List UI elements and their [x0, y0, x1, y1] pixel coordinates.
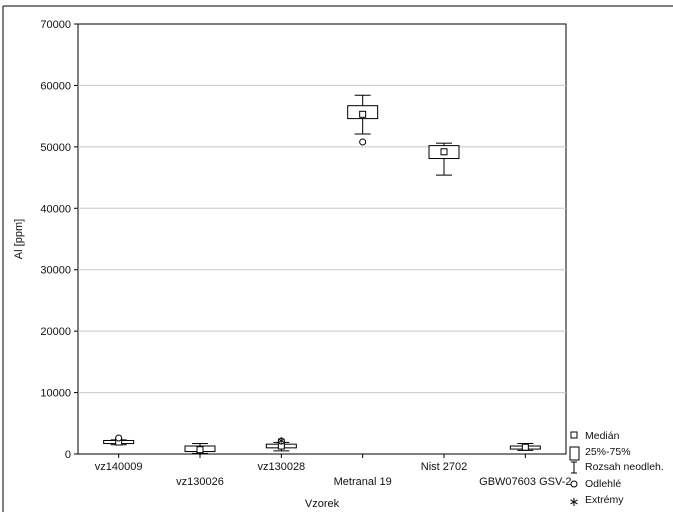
y-tick-label: 20000: [40, 326, 71, 338]
legend: Medián 25%-75% Rozsah neodleh. Odlehlé ∗…: [569, 430, 664, 509]
box-group: ∗: [265, 433, 297, 452]
x-axis-ticks: vz140009 vz130026 vz130028 Metranal 19 Nist …: [95, 454, 571, 488]
y-tick-label: 10000: [40, 388, 71, 400]
box-group: [103, 434, 135, 446]
legend-outlier-label: Odlehlé: [585, 478, 621, 490]
box-group: [509, 443, 541, 451]
legend-whisker-symbol: [571, 461, 577, 474]
y-axis-title: Al [ppm]: [13, 219, 25, 259]
outlier-point: [277, 437, 285, 445]
legend-median-symbol: [570, 431, 578, 439]
legend-box-label: 25%-75%: [585, 446, 631, 458]
legend-outlier-symbol: [570, 480, 578, 488]
extreme-point: ∗: [276, 433, 286, 447]
median-marker: [440, 148, 448, 156]
median-marker: [196, 446, 204, 454]
y-tick-label: 0: [65, 449, 71, 461]
outlier-point: [115, 434, 123, 442]
box-group: [428, 142, 460, 176]
x-tick-label: GBW07603 GSV-2: [479, 476, 571, 488]
legend-box-symbol: [569, 446, 580, 461]
y-tick-label: 40000: [40, 203, 71, 215]
x-axis-title: Vzorek: [305, 498, 340, 510]
y-tick-label: 70000: [40, 19, 71, 31]
outlier-point: [359, 138, 367, 146]
median-marker: [359, 110, 367, 118]
box-group: [184, 443, 216, 454]
legend-extreme-symbol: ∗: [569, 494, 580, 509]
box-group: [347, 94, 379, 146]
legend-whisker-label: Rozsah neodleh.: [585, 461, 664, 473]
plot-area: [77, 23, 567, 455]
x-tick-label: vz130028: [257, 461, 305, 473]
gridlines: [78, 84, 566, 394]
median-marker: [521, 443, 529, 451]
y-tick-label: 30000: [40, 265, 71, 277]
legend-median-label: Medián: [585, 430, 620, 442]
legend-extreme-label: Extrémy: [585, 494, 624, 506]
x-tick-label: vz130026: [176, 476, 224, 488]
boxes-layer: ∗: [103, 94, 541, 454]
y-tick-label: 60000: [40, 80, 71, 92]
x-tick-label: vz140009: [95, 461, 143, 473]
x-tick-label: Metranal 19: [334, 476, 392, 488]
y-axis-ticks: 0 10000 20000 30000 40000 50000 60000 70000: [40, 19, 78, 461]
x-tick-label: Nist 2702: [421, 461, 467, 473]
y-tick-label: 50000: [40, 142, 71, 154]
